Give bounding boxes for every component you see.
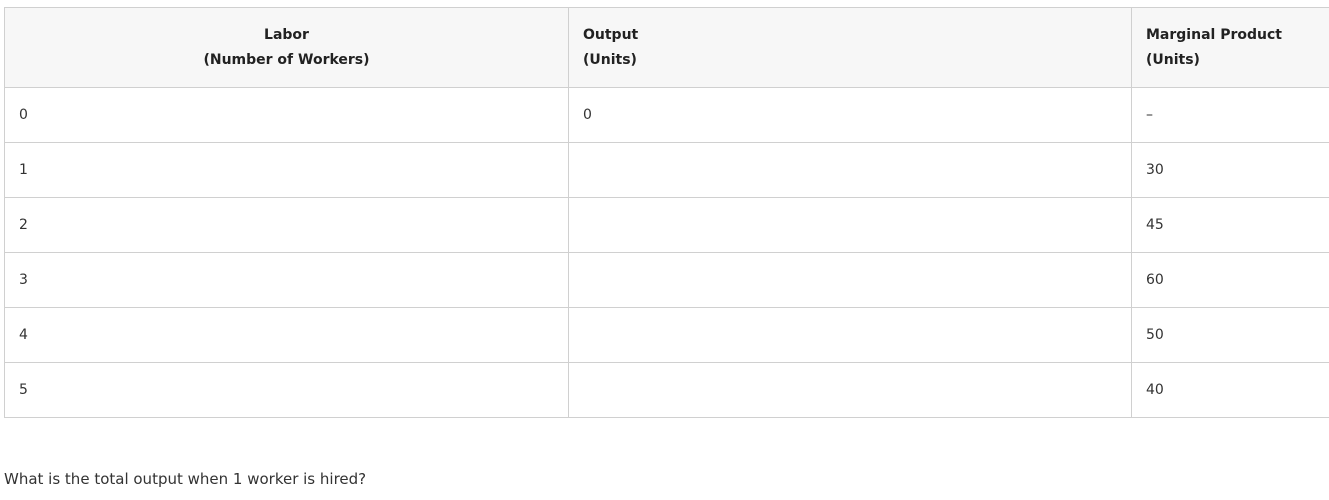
header-output-line2: (Units): [583, 51, 637, 68]
table-row: 2 45: [4, 197, 1329, 253]
cell-labor: 0: [4, 87, 569, 143]
cell-marginal-product: 30: [1131, 142, 1329, 198]
production-table: Labor (Number of Workers) Output (Units) M…: [4, 7, 1329, 418]
header-row: Labor (Number of Workers) Output (Units) M…: [4, 7, 1329, 88]
cell-output: [568, 197, 1132, 253]
cell-marginal-product: 40: [1131, 362, 1329, 418]
cell-marginal-product: 60: [1131, 252, 1329, 308]
table-row: 5 40: [4, 362, 1329, 418]
cell-labor: 2: [4, 197, 569, 253]
header-output: Output (Units): [568, 7, 1132, 88]
header-labor-line1: Labor: [264, 26, 309, 43]
cell-marginal-product: –: [1131, 87, 1329, 143]
header-labor-line2: (Number of Workers): [203, 51, 370, 68]
cell-marginal-product: 45: [1131, 197, 1329, 253]
cell-output: [568, 307, 1132, 363]
table-row: 0 0–: [4, 87, 1329, 143]
header-mp-line2: (Units): [1146, 51, 1200, 68]
cell-output: [568, 252, 1132, 308]
header-marginal-product: Marginal Product (Units): [1131, 7, 1329, 88]
cell-output: 0: [568, 87, 1132, 143]
cell-marginal-product: 50: [1131, 307, 1329, 363]
table-row: 4 50: [4, 307, 1329, 363]
question-text: What is the total output when 1 worker i…: [4, 470, 367, 488]
cell-labor: 3: [4, 252, 569, 308]
cell-labor: 5: [4, 362, 569, 418]
header-output-line1: Output: [583, 26, 639, 43]
header-labor: Labor (Number of Workers): [4, 7, 569, 88]
cell-output: [568, 142, 1132, 198]
cell-labor: 4: [4, 307, 569, 363]
cell-output: [568, 362, 1132, 418]
table-row: 3 60: [4, 252, 1329, 308]
cell-labor: 1: [4, 142, 569, 198]
table-row: 1 30: [4, 142, 1329, 198]
header-mp-line1: Marginal Product: [1146, 26, 1282, 43]
